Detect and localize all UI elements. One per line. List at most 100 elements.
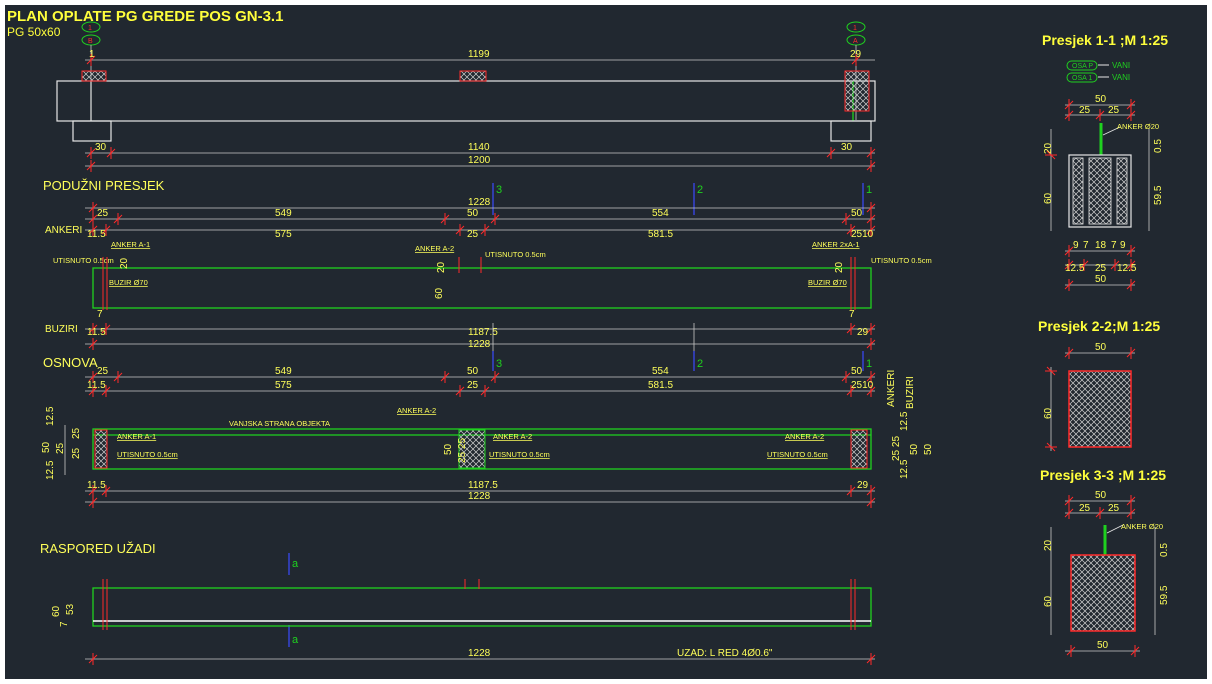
dim-text: 50	[467, 366, 479, 377]
dim-text: 25	[1108, 105, 1120, 116]
section-mark: 3	[496, 184, 502, 196]
anchor-block	[94, 429, 108, 469]
anchor-block	[459, 70, 487, 82]
anker-label: ANKER A-2	[785, 432, 824, 441]
axis-label: A	[853, 38, 858, 45]
dim-text: 60	[1043, 192, 1054, 204]
dim-text: 1	[89, 49, 95, 60]
dim-text: 575	[275, 380, 292, 391]
dim-text: 60	[1043, 407, 1054, 419]
anchor-block	[81, 70, 107, 82]
legend-tag: OSA 1	[1072, 75, 1092, 82]
dim-text: 11.5	[87, 229, 106, 240]
longitudinal-section: PODUŽNI PRESJEK 3 2 1 1228 25 549 50 554…	[43, 178, 932, 355]
utisnuto-label: UTISNUTO 0.5cm	[489, 450, 550, 459]
anker-label: ANKER A-2	[415, 244, 454, 253]
anker-label: ANKER 2xA-1	[812, 240, 860, 249]
section-mark: 2	[697, 184, 703, 196]
dim-text: 20	[1043, 142, 1054, 154]
dim-text: 25	[467, 229, 479, 240]
dim-text: 20	[119, 257, 130, 269]
dim-text: 25	[1095, 263, 1107, 274]
section-1-1: Presjek 1-1 ;M 1:25 OSA P VANI OSA 1 VAN…	[1042, 32, 1168, 292]
dim-text: 50	[1095, 490, 1107, 501]
axis-bubble	[846, 21, 866, 33]
dim-text: 1187.5	[468, 480, 498, 491]
dim-text: 29	[850, 49, 862, 60]
dim-text: 581.5	[648, 380, 673, 391]
dim-text: 7	[1083, 240, 1089, 251]
ankeri-label: ANKERI	[45, 225, 82, 236]
axis-label: 1	[88, 25, 92, 32]
dim-text: 9	[1073, 240, 1079, 251]
section-outline	[1070, 554, 1136, 632]
axis-bubble	[81, 21, 101, 33]
anker-label: ANKER A-1	[111, 240, 150, 249]
legend-tag: OSA P	[1072, 63, 1093, 70]
buzir-label: BUZIR Ø70	[808, 278, 847, 287]
dim-text: 549	[275, 366, 292, 377]
section-3-3: Presjek 3-3 ;M 1:25 50 25 25 ANKER Ø20 2…	[1040, 467, 1170, 658]
section-title: Presjek 1-1 ;M 1:25	[1042, 32, 1168, 48]
section-mark: 1	[866, 358, 872, 370]
dim-text: 0.5	[1153, 139, 1164, 153]
cad-drawing: PLAN OPLATE PG GREDE POS GN-3.1 PG 50x60…	[7, 8, 1170, 666]
dim-text: 9	[1120, 240, 1126, 251]
dim-text: 12.5	[1117, 263, 1137, 274]
anker-label: ANKER A-2	[397, 406, 436, 415]
dim-text: 581.5	[648, 229, 673, 240]
beam-strands	[92, 587, 872, 627]
dim-text: 12.5	[45, 406, 56, 426]
buzir-label: BUZIR Ø70	[109, 278, 148, 287]
outer-side-text: VANJSKA STRANA OBJEKTA	[229, 419, 330, 428]
drawing-title: PLAN OPLATE PG GREDE POS GN-3.1	[7, 8, 283, 25]
dim-text: 20	[834, 261, 845, 273]
dim-text: 25	[1108, 503, 1120, 514]
beam-elevation	[56, 80, 876, 122]
dim-text: 1140	[468, 142, 490, 153]
dim-text: 50	[923, 443, 934, 455]
dim-text: 25	[467, 380, 479, 391]
dim-text: 7	[849, 309, 855, 320]
section-mark: a	[292, 634, 299, 646]
section-label: RASPORED UŽADI	[40, 541, 156, 556]
dim-text: 1199	[468, 49, 490, 60]
anchor-block	[844, 70, 870, 112]
section-outline	[1068, 370, 1132, 448]
dim-text: 12.5	[899, 459, 910, 479]
drawing-canvas: PLAN OPLATE PG GREDE POS GN-3.1 PG 50x60…	[5, 5, 1207, 679]
dim-text: 12.5	[899, 411, 910, 431]
dim-text: 53	[65, 603, 76, 615]
dim-text: 2510	[851, 229, 874, 240]
anchor-block	[458, 429, 486, 469]
dim-text: 50	[851, 208, 863, 219]
anchor-block	[850, 429, 868, 469]
dim-text: 25	[97, 366, 109, 377]
dim-text: 1228	[468, 339, 491, 350]
utisnuto-label: UTISNUTO 0.5cm	[767, 450, 828, 459]
section-mark: 3	[496, 358, 502, 370]
buziri-label: BUZIRI	[45, 324, 78, 335]
section-2-2: Presjek 2-2;M 1:25 50 60	[1038, 318, 1160, 452]
dim-text: 1200	[468, 155, 491, 166]
dim-text: 20	[1043, 539, 1054, 551]
side-label: BUZIRI	[905, 376, 916, 409]
utisnuto-label: UTISNUTO 0.5cm	[871, 256, 932, 265]
dim-text: 25	[1079, 503, 1091, 514]
axis-label: B	[88, 38, 93, 45]
beam-longitudinal	[92, 267, 872, 309]
dim-text: 7	[97, 309, 103, 320]
dim-text: 50	[1095, 342, 1107, 353]
utisnuto-label: UTISNUTO 0.5cm	[117, 450, 178, 459]
dim-text: 25 25	[891, 436, 902, 461]
drawing-subtitle: PG 50x60	[7, 25, 61, 39]
dim-text: 50	[443, 443, 454, 455]
anker-label: ANKER Ø20	[1117, 122, 1159, 131]
section-mark: a	[292, 558, 299, 570]
dim-text: 0.5	[1159, 543, 1170, 557]
legend-text: VANI	[1112, 73, 1130, 82]
dim-text: 50	[851, 366, 863, 377]
section-mark: 1	[866, 184, 872, 196]
dim-text: 60	[434, 287, 445, 299]
elevation-view: 1 B 1 A 1199 1 29 30 1140 30 1200	[56, 21, 876, 173]
